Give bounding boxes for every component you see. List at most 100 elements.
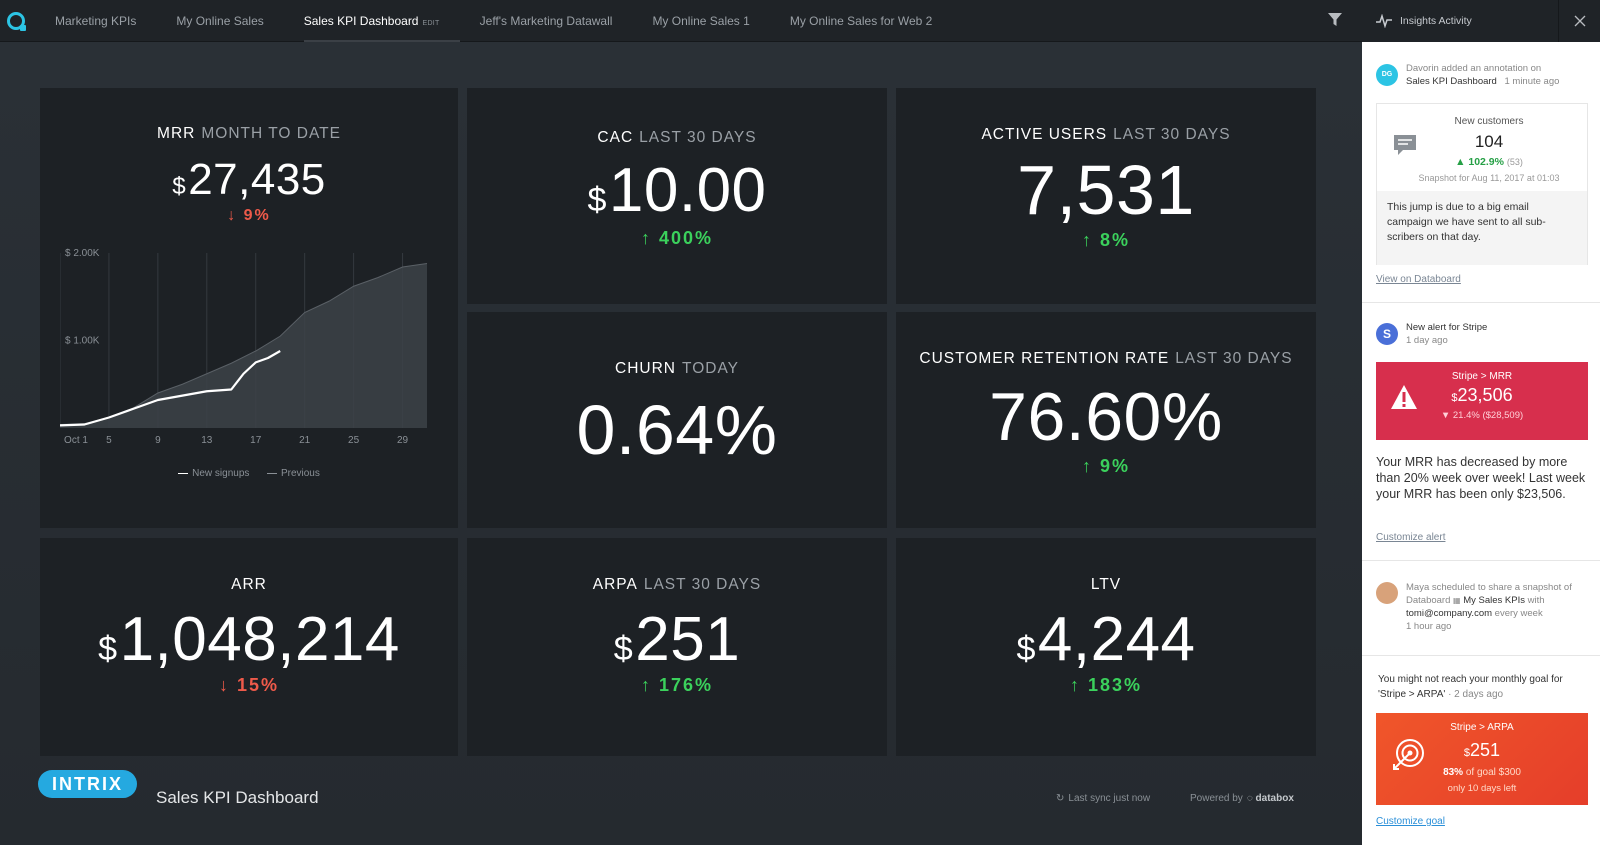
x-tick-label: 17 [250,435,262,446]
goal-card-progress: 83% of goal $300 [1443,767,1521,778]
annotation-note: This jump is due to a big email campaign… [1377,191,1587,265]
edit-badge[interactable]: EDIT [422,19,440,27]
retention-tile[interactable]: CUSTOMER RETENTION RATE LAST 30 DAYS 76.6… [896,312,1316,528]
alert-card-value: $23,506 [1451,385,1513,405]
goal-card-left: only 10 days left [1447,783,1517,794]
mrr-alert-card[interactable]: Stripe > MRR $23,506 ▼ 21.4% ($28,509) [1376,362,1588,440]
arpa-delta: ↑ 176% [640,675,714,695]
y-tick-label: $ 2.00K [65,248,100,259]
cac-value: $10.00 [587,156,767,225]
tab-label: Marketing KPIs [55,13,137,28]
annotation-card[interactable]: New customers 104 ▲ 102.9% (53) Snapshot… [1376,103,1588,265]
alert-meta: New alert for Stripe 1 day ago [1406,322,1488,346]
mrr-line-chart[interactable]: $ 1.00K $ 2.00K Oct 1 5 9 13 17 21 25 29 [60,243,440,458]
metric-value: 104 [1474,132,1504,151]
sync-icon: ↻ [1056,793,1065,804]
tab-marketing-kpis[interactable]: Marketing KPIs [55,0,136,42]
x-tick-label: Oct 1 [64,435,88,446]
sync-status: ↻ Last sync just now [1056,793,1151,804]
divider [1362,655,1600,656]
tab-label: My Online Sales for Web 2 [789,13,933,28]
metric-change: ▲ 102.9% (53) [1455,156,1523,168]
mrr-value: $27,435 [172,155,326,204]
tab-my-online-sales-1[interactable]: My Online Sales 1 [652,0,749,42]
tile-title: MRR MONTH TO DATE [157,125,341,142]
tile-title: ACTIVE USERS LAST 30 DAYS [981,126,1231,143]
alert-card-title: Stripe > MRR [1451,371,1513,382]
arr-tile[interactable]: ARR $1,048,214 ↓ 15% [40,538,458,756]
close-icon [1574,15,1585,27]
goal-meta: You might not reach your monthly goal fo… [1378,674,1563,700]
x-tick-label: 29 [397,435,409,446]
alert-card-change: ▼ 21.4% ($28,509) [1440,410,1524,421]
tab-sales-kpi-dashboard[interactable]: Sales KPI Dashboard EDIT [303,0,460,42]
x-tick-label: 9 [155,435,161,446]
legend-previous: Previous [280,468,320,479]
x-tick-label: 5 [106,435,112,446]
divider [1362,302,1600,303]
ltv-delta: ↑ 183% [1069,675,1143,695]
maya-avatar [1376,582,1398,604]
arr-value: $1,048,214 [98,605,400,674]
legend-new-signups: New signups [192,468,250,479]
new-signups-line [60,350,281,427]
insights-header: Insights Activity [1362,0,1600,42]
arpa-goal-card[interactable]: Stripe > ARPA $251 83% of goal $300 only… [1376,713,1588,805]
pulse-icon [1376,14,1392,28]
metric-label: New customers [1454,116,1524,127]
x-tick-label: 13 [201,435,213,446]
active-users-tile[interactable]: ACTIVE USERS LAST 30 DAYS 7,531 ↑ 8% [896,88,1316,304]
tab-label: My Online Sales [176,13,264,28]
tile-title: CHURN TODAY [615,360,739,377]
snapshot-time: Snapshot for Aug 11, 2017 at 01:03 [1418,173,1560,183]
filter-icon[interactable] [1328,13,1342,27]
retention-value: 76.60% [989,379,1223,455]
tab-my-online-sales[interactable]: My Online Sales [176,0,263,42]
alert-message: Your MRR has decreased by more than 20% … [1376,455,1586,501]
databox-logo: ◌ databox [1246,793,1294,804]
arr-delta: ↓ 15% [218,675,280,695]
customize-alert-link[interactable]: Customize alert [1376,532,1446,543]
app-logo-icon[interactable] [7,11,26,31]
goal-card-title: Stripe > ARPA [1450,722,1514,733]
dashboard-board: MRR MONTH TO DATE $27,435 ↓ 9% $ 1.00K $ 2… [0,42,1362,845]
ltv-value: $4,244 [1016,605,1196,674]
active-users-value: 7,531 [1017,151,1195,229]
annotation-meta: Davorin added an annotation on Sales KPI… [1406,63,1560,87]
tab-my-online-sales-web-2[interactable]: My Online Sales for Web 2 [790,0,933,42]
target-icon [1393,739,1424,770]
tab-jeffs-marketing-datawall[interactable]: Jeff's Marketing Datawall [480,0,613,42]
cac-delta: ↑ 400% [640,228,714,248]
stripe-avatar: S [1376,323,1398,345]
ltv-tile[interactable]: LTV $4,244 ↑ 183% [896,538,1316,756]
mrr-delta: ↓ 9% [227,207,271,224]
churn-value: 0.64% [576,391,778,469]
comment-icon [1394,135,1416,155]
close-panel-button[interactable] [1558,0,1600,42]
databox-logo-icon: ◌ [1246,793,1253,804]
annotation-target[interactable]: Sales KPI Dashboard [1406,76,1497,87]
x-tick-label: 25 [348,435,360,446]
databoard-icon: ▦ [1453,596,1461,605]
divider [1362,560,1600,561]
cac-tile[interactable]: CAC LAST 30 DAYS $10.00 ↑ 400% [467,88,887,304]
tab-label: My Online Sales 1 [652,13,750,28]
chart-legend: New signups Previous [40,468,458,479]
churn-tile[interactable]: CHURN TODAY 0.64% [467,312,887,528]
customize-goal-link[interactable]: Customize goal [1376,816,1445,827]
snapshot-meta: Maya scheduled to share a snapshot of Da… [1406,582,1572,632]
view-on-databoard-link[interactable]: View on Databoard [1376,274,1461,285]
tile-title: CUSTOMER RETENTION RATE LAST 30 DAYS [919,350,1293,367]
goal-card-value: $251 [1463,740,1501,760]
tab-label: Jeff's Marketing Datawall [479,13,613,28]
tile-title: ARR [231,576,267,593]
brand-logo: INTRIX [38,770,138,798]
insights-panel: Insights Activity DG Davorin added an an… [1362,0,1600,845]
warning-icon [1391,385,1417,409]
mrr-tile[interactable]: MRR MONTH TO DATE $27,435 ↓ 9% $ 1.00K $ 2… [40,88,458,528]
top-nav: Marketing KPIs My Online Sales Sales KPI… [0,0,1362,42]
tile-title: CAC LAST 30 DAYS [597,129,757,146]
insights-title: Insights Activity [1400,15,1472,27]
arpa-value: $251 [613,605,741,674]
arpa-tile[interactable]: ARPA LAST 30 DAYS $251 ↑ 176% [467,538,887,756]
